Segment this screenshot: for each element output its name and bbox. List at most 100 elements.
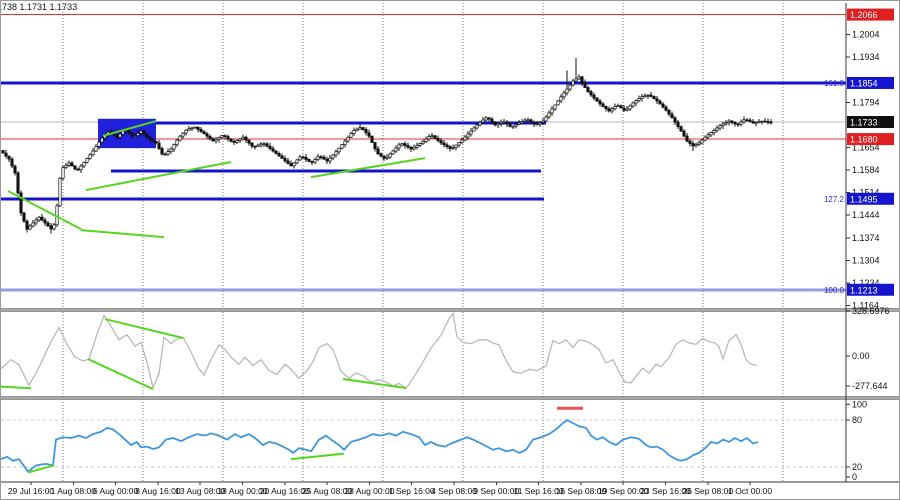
candle-body xyxy=(418,143,422,146)
candle-body xyxy=(256,144,260,147)
candle-body xyxy=(157,142,161,149)
candle-body xyxy=(235,140,239,143)
candle-body xyxy=(250,142,254,147)
time-axis-label: 1 Aug 08:00 xyxy=(51,486,97,496)
candle-body xyxy=(502,121,506,124)
candle-body xyxy=(694,144,698,147)
candle-body xyxy=(442,142,446,146)
candle-body xyxy=(223,135,227,137)
candle-body xyxy=(556,100,560,106)
candle-body xyxy=(649,94,653,97)
candle-body xyxy=(640,96,644,99)
price-tick-label: 1.1304 xyxy=(852,255,880,265)
candle-body xyxy=(586,87,590,92)
candle-body xyxy=(397,144,401,149)
candle-body xyxy=(115,134,119,138)
candle-body xyxy=(340,144,344,149)
candle-body xyxy=(19,192,23,214)
candle-body xyxy=(316,156,320,160)
candle-body xyxy=(619,105,623,109)
oscillator-trendline[interactable] xyxy=(342,378,407,390)
time-axis-label: 1 Sep 16:00 xyxy=(389,486,435,496)
price-badge[interactable] xyxy=(847,133,894,146)
candle-body xyxy=(283,157,287,162)
candle-body xyxy=(136,132,140,136)
oscillator-trendline[interactable] xyxy=(1,385,32,390)
oscillator-trendline[interactable] xyxy=(104,318,184,339)
trendline[interactable] xyxy=(310,157,426,179)
candle-body xyxy=(439,140,443,144)
stochastic-scale-label: 80 xyxy=(852,415,862,425)
candle-body xyxy=(691,143,695,147)
candle-body xyxy=(667,109,671,115)
candle-body xyxy=(541,120,545,123)
candle-body xyxy=(634,100,638,104)
candle-body xyxy=(706,134,710,138)
candle-body xyxy=(658,100,662,105)
candle-body xyxy=(247,139,251,144)
stochastic-trendline[interactable] xyxy=(27,464,55,474)
candle-body xyxy=(382,155,386,159)
price-badge[interactable] xyxy=(847,8,894,21)
candle-body xyxy=(703,136,707,141)
candle-body xyxy=(481,119,485,123)
trendline[interactable] xyxy=(85,161,232,192)
candle-body xyxy=(427,136,431,140)
candle-body xyxy=(490,118,494,123)
candle-body xyxy=(739,121,743,125)
candle-body xyxy=(178,135,182,141)
candle-body xyxy=(754,121,758,124)
candle-body xyxy=(718,125,722,129)
candle-body xyxy=(613,106,617,110)
price-badge[interactable] xyxy=(847,192,894,205)
ohlc-readout: 1738 1.1731 1.1733 xyxy=(0,2,78,12)
candle-body xyxy=(79,165,83,171)
candle-body xyxy=(232,141,236,143)
candle-body xyxy=(433,135,437,139)
candle-body xyxy=(472,127,476,132)
candle-body xyxy=(595,97,599,102)
panel-separator[interactable] xyxy=(1,396,900,400)
price-badge-label: 1.1680 xyxy=(850,135,878,145)
price-badge[interactable] xyxy=(847,283,894,296)
trendline[interactable] xyxy=(80,229,165,239)
candle-body xyxy=(88,154,92,159)
candle-body xyxy=(208,135,212,139)
price-badge[interactable] xyxy=(847,116,894,128)
fibo-level-label: 127.2 xyxy=(824,195,845,204)
candle-body xyxy=(436,137,440,141)
candle-body xyxy=(349,133,353,138)
candle-body xyxy=(289,162,293,167)
candle-body xyxy=(388,153,392,158)
candle-body xyxy=(655,98,659,102)
trendline[interactable] xyxy=(7,190,82,230)
candle-body xyxy=(160,148,164,155)
trendline[interactable] xyxy=(102,120,157,137)
time-axis-label: 23 Sep 16:00 xyxy=(640,486,691,496)
candle-body xyxy=(484,117,488,121)
panel-separator[interactable] xyxy=(1,308,900,312)
candle-body xyxy=(451,147,455,149)
candle-body xyxy=(334,151,338,156)
candle-body xyxy=(430,135,434,138)
candle-body xyxy=(589,91,593,96)
candle-body xyxy=(631,102,635,107)
candle-body xyxy=(676,121,680,127)
oscillator-trendline[interactable] xyxy=(87,358,154,390)
candle-body xyxy=(664,106,668,111)
candle-body xyxy=(310,161,314,163)
candle-body xyxy=(172,144,176,150)
price-badge[interactable] xyxy=(847,76,894,89)
candle-body xyxy=(13,165,17,174)
candle-body xyxy=(538,122,542,125)
candle-body xyxy=(16,172,20,194)
stochastic-trendline[interactable] xyxy=(290,452,345,461)
candles-layer xyxy=(1,57,773,234)
candle-body xyxy=(151,139,155,142)
candle-body xyxy=(625,108,629,111)
time-axis-label: 6 Aug 00:00 xyxy=(93,486,139,496)
candle-body xyxy=(238,138,242,141)
candle-body xyxy=(673,117,677,123)
candle-body xyxy=(508,123,512,127)
